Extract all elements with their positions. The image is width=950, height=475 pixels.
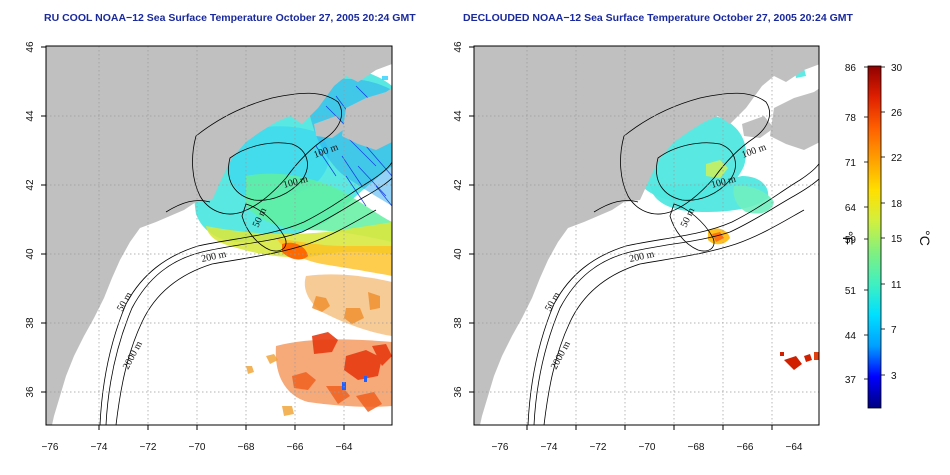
left-y-tick-label: 42 — [25, 179, 36, 191]
colorbar-fahrenheit-tick: 86 — [845, 63, 857, 74]
colorbar-fahrenheit-tick: 64 — [845, 203, 857, 214]
left-x-tick-label: −64 — [336, 442, 353, 453]
left-x-tick-label: −76 — [42, 442, 59, 453]
left-x-tick-label: −68 — [238, 442, 255, 453]
right-x-tick-label: −74 — [541, 442, 558, 453]
left-map-panel: 100 m 100 m 50 m 200 m 50 m 2000 m −76 −… — [25, 41, 392, 453]
right-y-tick-label: 42 — [453, 179, 464, 191]
right-y-tick-label: 40 — [453, 248, 464, 260]
right-x-tick-label: −66 — [737, 442, 754, 453]
colorbar-celsius-tick: 7 — [891, 325, 897, 336]
colorbar-celsius-tick: 3 — [891, 371, 897, 382]
right-y-tick-label: 46 — [453, 41, 464, 53]
temperature-colorbar: 86 78 71 64 59 51 44 37 30 26 22 18 15 1… — [840, 63, 933, 408]
right-y-tick-label: 36 — [453, 386, 464, 398]
colorbar-fahrenheit-tick: 44 — [845, 331, 857, 342]
right-map-panel: 100 m 100 m 50 m 200 m 50 m 2000 m −76 −… — [453, 41, 820, 453]
right-y-tick-label: 38 — [453, 317, 464, 329]
left-y-tick-label: 40 — [25, 248, 36, 260]
left-y-tick-label: 46 — [25, 41, 36, 53]
colorbar-fahrenheit-tick: 51 — [845, 286, 857, 297]
left-x-tick-label: −66 — [287, 442, 304, 453]
colorbar-celsius-unit: °C — [917, 230, 933, 246]
left-x-tick-label: −70 — [189, 442, 206, 453]
left-x-tick-label: −72 — [140, 442, 157, 453]
colorbar-celsius-tick: 11 — [891, 280, 902, 291]
colorbar-celsius-tick: 15 — [891, 234, 903, 245]
map-figure: 100 m 100 m 50 m 200 m 50 m 2000 m −76 −… — [0, 0, 950, 475]
right-x-tick-label: −72 — [590, 442, 607, 453]
right-y-tick-label: 44 — [453, 110, 464, 122]
left-y-tick-label: 44 — [25, 110, 36, 122]
left-x-tick-label: −74 — [91, 442, 108, 453]
right-x-tick-label: −68 — [688, 442, 705, 453]
colorbar-celsius-tick: 26 — [891, 108, 903, 119]
colorbar-celsius-tick: 30 — [891, 63, 903, 74]
colorbar-celsius-tick: 22 — [891, 153, 903, 164]
colorbar-celsius-tick: 18 — [891, 199, 903, 210]
right-x-tick-label: −76 — [492, 442, 509, 453]
right-x-tick-label: −70 — [639, 442, 656, 453]
right-x-tick-label: −64 — [786, 442, 803, 453]
colorbar-fahrenheit-tick: 37 — [845, 375, 857, 386]
left-y-tick-label: 36 — [25, 386, 36, 398]
colorbar-fahrenheit-tick: 78 — [845, 113, 857, 124]
colorbar-fahrenheit-tick: 71 — [845, 158, 857, 169]
colorbar-fahrenheit-unit: °F — [840, 231, 856, 245]
colorbar-gradient — [868, 66, 881, 408]
left-y-tick-label: 38 — [25, 317, 36, 329]
